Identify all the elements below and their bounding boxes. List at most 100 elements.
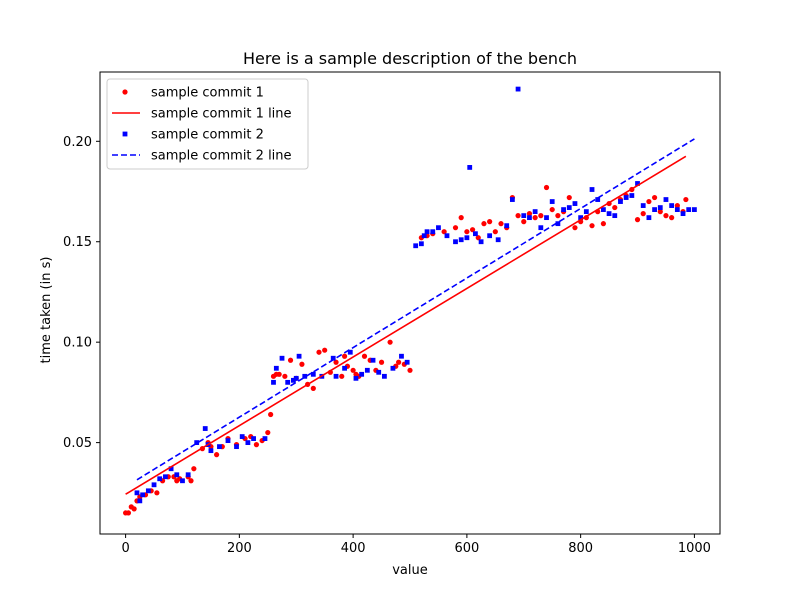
series-2-point xyxy=(646,215,652,221)
series-2-point xyxy=(674,207,680,212)
series-2-point xyxy=(430,229,436,235)
series-1-point xyxy=(674,202,680,209)
series-1-point xyxy=(589,223,595,229)
legend: sample commit 1 sample commit 1 line sampl… xyxy=(106,78,309,170)
series-2-point xyxy=(180,478,185,484)
series-2-point xyxy=(225,438,231,443)
series-1-point xyxy=(464,229,470,235)
series-2-point xyxy=(521,213,527,219)
y-tick-label: 0.15 xyxy=(63,235,92,250)
series-1-point xyxy=(287,357,294,363)
series-2-point xyxy=(635,181,640,186)
series-1-point xyxy=(651,194,658,201)
series-2-point xyxy=(578,215,584,221)
series-1-point xyxy=(646,198,652,205)
series-2-point xyxy=(612,213,618,219)
y-tick-label: 0.10 xyxy=(63,336,92,351)
series-1-point xyxy=(452,225,459,231)
y-axis-label: time taken (in s) xyxy=(39,257,54,364)
legend-entry: sample commit 1 xyxy=(122,86,264,101)
series-2-point xyxy=(487,233,493,239)
series-2-point xyxy=(342,365,347,371)
series-1-point xyxy=(407,367,413,373)
series-1-point xyxy=(191,466,197,472)
series-2-point xyxy=(413,243,419,249)
series-2-point xyxy=(453,239,458,245)
series-1-point xyxy=(469,227,476,233)
legend-marker-series-2 xyxy=(122,131,128,137)
series-2-point xyxy=(208,448,214,454)
series-1-point xyxy=(600,221,606,227)
series-1-point xyxy=(253,442,260,448)
series-1-point xyxy=(657,209,663,215)
series-2-point xyxy=(544,215,549,221)
series-2-point xyxy=(271,379,276,385)
series-1-point xyxy=(492,229,498,235)
series-1-point xyxy=(663,213,669,219)
series-1-point xyxy=(188,478,194,484)
series-2-point xyxy=(145,488,151,494)
series-2-point xyxy=(370,357,376,363)
legend-label: sample commit 1 line xyxy=(151,107,292,122)
x-tick-label: 400 xyxy=(341,541,366,556)
series-2-point xyxy=(561,207,566,212)
legend-label: sample commit 1 xyxy=(151,86,264,101)
series-2-point xyxy=(239,434,245,439)
series-1-point xyxy=(387,339,393,345)
series-1-point xyxy=(549,206,555,213)
series-2-point xyxy=(436,225,441,231)
series-2-point xyxy=(390,365,396,371)
series-1-point xyxy=(396,359,402,365)
series-1-point xyxy=(566,194,572,201)
series-1-point xyxy=(350,367,356,373)
series-2-fit-line xyxy=(136,138,695,481)
series-1-point xyxy=(282,373,288,379)
series-2-point xyxy=(623,195,629,200)
series-2-point xyxy=(606,211,612,217)
series-2-point xyxy=(251,436,256,441)
series-2-point xyxy=(538,225,544,231)
series-2-point xyxy=(549,199,555,204)
series-1-point xyxy=(341,353,348,359)
series-2-point xyxy=(444,233,450,239)
series-2-point xyxy=(583,209,589,215)
series-2-point xyxy=(194,440,200,446)
series-2-point xyxy=(404,359,410,365)
x-axis-label: value xyxy=(392,563,428,578)
series-1-point xyxy=(125,510,132,516)
series-1-point xyxy=(612,204,618,211)
series-2-point xyxy=(302,373,308,379)
series-1-point xyxy=(634,217,641,223)
series-1-point xyxy=(361,353,368,359)
series-2-point xyxy=(572,201,578,206)
legend-label: sample commit 2 line xyxy=(151,149,292,164)
x-tick-label: 1000 xyxy=(678,541,711,556)
series-2-point xyxy=(532,209,538,215)
legend-entry: sample commit 2 xyxy=(122,128,264,143)
series-2-point xyxy=(296,353,302,359)
series-2-point xyxy=(376,369,382,375)
series-1-point xyxy=(441,229,447,235)
series-2-point xyxy=(234,444,239,450)
series-2-point xyxy=(657,205,663,210)
series-1-point xyxy=(532,215,538,221)
series-2-point xyxy=(137,498,143,504)
series-1-point xyxy=(299,361,305,367)
series-1-point xyxy=(333,359,339,365)
series-2-point xyxy=(273,365,279,371)
series-2-point xyxy=(421,233,427,239)
series-2-point xyxy=(555,221,561,227)
series-2-point xyxy=(168,466,174,472)
series-2-point xyxy=(217,444,222,450)
series-2-point xyxy=(293,375,299,381)
series-2-point xyxy=(347,349,353,355)
series-2-point xyxy=(464,235,470,241)
axes: 0 200 400 600 800 1000 0.05 0.10 0.15 0.20 xyxy=(63,71,721,556)
series-1-point xyxy=(265,429,271,436)
series-1-point xyxy=(538,213,544,219)
series-2-point xyxy=(279,355,285,361)
series-2-point xyxy=(478,239,484,245)
series-2-point xyxy=(330,355,336,361)
